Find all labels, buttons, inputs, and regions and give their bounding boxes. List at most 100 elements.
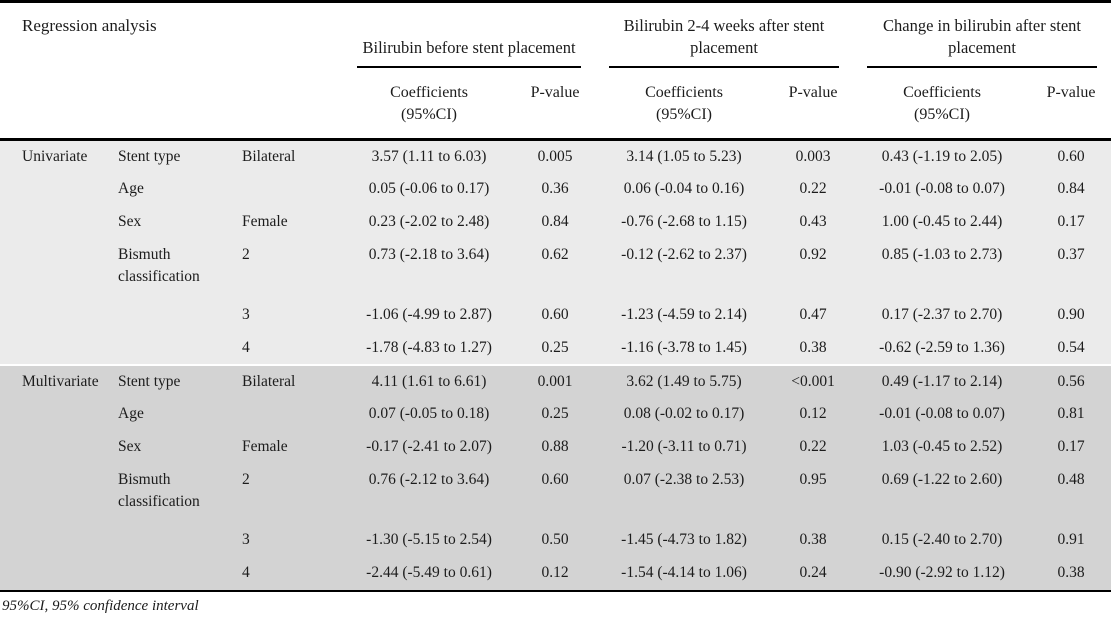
p-value: 0.005 xyxy=(537,147,573,165)
p-value: 0.90 xyxy=(1057,306,1085,323)
p-value: 0.60 xyxy=(541,306,569,323)
coefficient-value: 0.23 (-2.02 to 2.48) xyxy=(368,213,490,230)
column-group-label: Change in bilirubin after stent placemen… xyxy=(867,15,1098,68)
table-row: Sex Female -0.17 (-2.41 to 2.07) 0.88 -1.20 … xyxy=(0,431,1111,464)
variable-label xyxy=(118,524,242,557)
coefficient-value: 3.62 (1.49 to 5.75) xyxy=(626,372,742,390)
coefficients-header-line2: (95%CI) xyxy=(401,106,457,123)
section-label xyxy=(0,206,118,239)
variable-label: Sex xyxy=(118,438,142,455)
p-value: 0.48 xyxy=(1057,470,1085,488)
table-row: Univariate Stent type Bilateral 3.57 (1.11 … xyxy=(0,140,1111,173)
column-group-change-in-bilirubin: Change in bilirubin after stent placemen… xyxy=(853,1,1111,68)
table-header: Regression analysis Bilirubin before ste… xyxy=(0,1,1111,141)
coefficient-value: 1.03 (-0.45 to 2.52) xyxy=(881,438,1003,455)
p-value: 0.003 xyxy=(795,147,831,165)
variable-label xyxy=(118,557,242,590)
section-label xyxy=(0,398,118,431)
coefficients-header-line1: Coefficients xyxy=(903,84,981,101)
coefficient-value: 0.07 (-0.05 to 0.18) xyxy=(368,405,490,422)
column-group-bilirubin-before: Bilirubin before stent placement xyxy=(343,1,596,68)
p-value: 0.43 xyxy=(799,213,827,230)
coefficient-value: 0.06 (-0.04 to 0.16) xyxy=(623,180,745,197)
variable-label xyxy=(118,332,242,365)
coefficient-value: 1.00 (-0.45 to 2.44) xyxy=(881,213,1003,230)
coefficient-value: 0.43 (-1.19 to 2.05) xyxy=(881,147,1003,165)
p-value: 0.24 xyxy=(799,564,827,581)
table-footnote: 95%CI, 95% confidence interval xyxy=(0,589,1111,617)
section-label xyxy=(0,524,118,557)
p-value: 0.12 xyxy=(799,405,827,422)
table-row: Multivariate Stent type Bilateral 4.11 (1.6… xyxy=(0,365,1111,398)
category-label: 3 xyxy=(242,306,250,323)
coefficient-value: -1.06 (-4.99 to 2.87) xyxy=(366,306,492,323)
coefficient-value: -0.62 (-2.59 to 1.36) xyxy=(879,338,1005,356)
p-value: 0.91 xyxy=(1057,531,1085,548)
table-row: 4 -2.44 (-5.49 to 0.61) 0.12 -1.54 (-4.14 t… xyxy=(0,557,1111,590)
sub-header-row: Coefficients (95%CI) P-value Coefficient… xyxy=(0,68,1111,141)
coefficient-value: -1.30 (-5.15 to 2.54) xyxy=(366,531,492,548)
p-value: 0.84 xyxy=(541,213,569,230)
section-label xyxy=(0,431,118,464)
variable-label: Stent type xyxy=(118,147,181,165)
category-label: Bilateral xyxy=(242,372,296,390)
coefficient-value: 0.76 (-2.12 to 3.64) xyxy=(368,470,490,488)
coefficient-value: -1.54 (-4.14 to 1.06) xyxy=(621,564,747,581)
coefficients-header-line1: Coefficients xyxy=(645,84,723,101)
coefficient-value: 0.07 (-2.38 to 2.53) xyxy=(623,470,745,488)
p-value: 0.38 xyxy=(799,338,827,356)
section-multivariate: Multivariate Stent type Bilateral 4.11 (1.6… xyxy=(0,364,1111,590)
pvalue-header: P-value xyxy=(515,68,596,141)
coefficient-value: -0.01 (-0.08 to 0.07) xyxy=(879,180,1005,197)
coefficient-value: -1.78 (-4.83 to 1.27) xyxy=(366,338,492,356)
variable-label: Age xyxy=(118,405,144,422)
variable-label: Sex xyxy=(118,213,142,230)
coefficient-value: 0.73 (-2.18 to 3.64) xyxy=(368,245,490,263)
section-label xyxy=(0,464,118,524)
coefficient-value: -2.44 (-5.49 to 0.61) xyxy=(366,564,492,581)
category-label: 2 xyxy=(242,245,250,263)
p-value: 0.95 xyxy=(799,470,827,488)
pvalue-header: P-value xyxy=(1031,68,1111,141)
column-group-label: Bilirubin before stent placement xyxy=(357,15,582,68)
category-label: 4 xyxy=(242,564,250,581)
section-label xyxy=(0,332,118,365)
table-row: 3 -1.06 (-4.99 to 2.87) 0.60 -1.23 (-4.59 t… xyxy=(0,299,1111,332)
coefficient-value: 0.69 (-1.22 to 2.60) xyxy=(881,470,1003,488)
p-value: 0.22 xyxy=(799,438,827,455)
coefficient-value: 0.08 (-0.02 to 0.17) xyxy=(623,405,745,422)
category-label: Female xyxy=(242,213,288,230)
coefficients-header: Coefficients (95%CI) xyxy=(343,68,516,141)
column-group-bilirubin-after: Bilirubin 2-4 weeks after stent placemen… xyxy=(595,1,854,68)
table-row: 3 -1.30 (-5.15 to 2.54) 0.50 -1.45 (-4.73 t… xyxy=(0,524,1111,557)
p-value: 0.25 xyxy=(541,405,569,422)
p-value: 0.54 xyxy=(1057,338,1085,356)
table-row: Bismuth classification 2 0.76 (-2.12 to 3.… xyxy=(0,464,1111,524)
category-label: Female xyxy=(242,438,288,455)
coefficients-header-line2: (95%CI) xyxy=(914,106,970,123)
pvalue-header: P-value xyxy=(773,68,854,141)
column-group-label: Bilirubin 2-4 weeks after stent placemen… xyxy=(609,15,840,68)
coefficient-value: -1.23 (-4.59 to 2.14) xyxy=(621,306,747,323)
coefficient-value: 0.05 (-0.06 to 0.17) xyxy=(368,180,490,197)
category-label: 2 xyxy=(242,470,250,488)
category-label: Bilateral xyxy=(242,147,296,165)
p-value: 0.36 xyxy=(541,180,569,197)
coefficients-header-line2: (95%CI) xyxy=(656,106,712,123)
regression-table: Regression analysis Bilirubin before ste… xyxy=(0,0,1111,590)
coefficient-value: -0.17 (-2.41 to 2.07) xyxy=(366,438,492,455)
table-row: 4 -1.78 (-4.83 to 1.27) 0.25 -1.16 (-3.78 t… xyxy=(0,332,1111,365)
p-value: 0.60 xyxy=(1057,147,1085,165)
variable-label: Stent type xyxy=(118,372,181,390)
p-value: 0.50 xyxy=(541,531,569,548)
coefficient-value: 4.11 (1.61 to 6.61) xyxy=(371,372,487,390)
variable-label: Bismuth classification xyxy=(118,245,200,285)
p-value: 0.17 xyxy=(1057,438,1085,455)
table-row: Bismuth classification 2 0.73 (-2.18 to 3.… xyxy=(0,239,1111,299)
p-value: 0.88 xyxy=(541,438,569,455)
p-value: 0.60 xyxy=(541,470,569,488)
p-value: 0.47 xyxy=(799,306,827,323)
table-row: Age 0.07 (-0.05 to 0.18) 0.25 0.08 (-0.02 t… xyxy=(0,398,1111,431)
coefficient-value: 0.15 (-2.40 to 2.70) xyxy=(881,531,1003,548)
header-spacer xyxy=(0,68,344,141)
